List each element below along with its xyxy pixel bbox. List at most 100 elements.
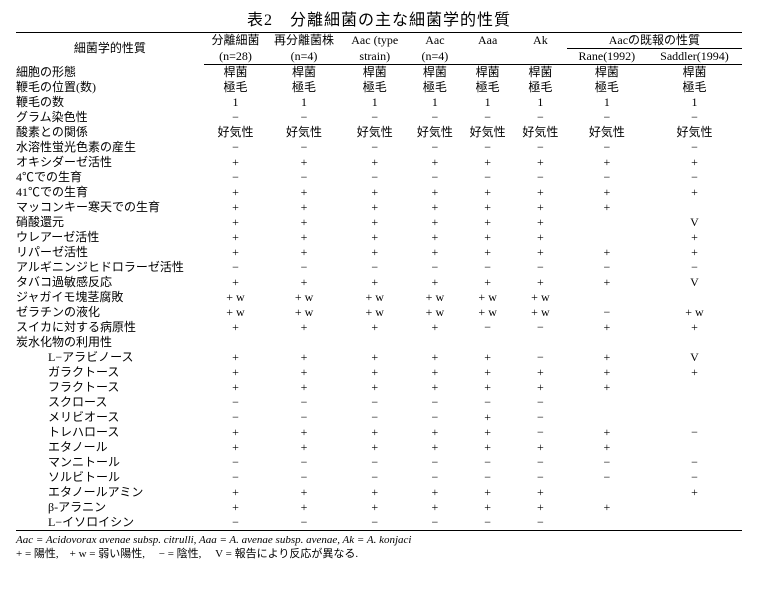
header-col-3-sub: (n=4) [409, 49, 462, 65]
cell: + [267, 200, 341, 215]
cell: − [567, 305, 647, 320]
cell: − [204, 260, 267, 275]
cell: + [341, 275, 409, 290]
cell [647, 335, 742, 350]
cell [341, 335, 409, 350]
cell: 極毛 [647, 80, 742, 95]
cell: + [567, 500, 647, 515]
cell: + [204, 320, 267, 335]
cell: + [267, 500, 341, 515]
cell: + [461, 245, 514, 260]
cell: + [409, 350, 462, 365]
cell: + [409, 230, 462, 245]
cell: − [461, 170, 514, 185]
cell: − [461, 320, 514, 335]
cell: 極毛 [267, 80, 341, 95]
cell: + [567, 350, 647, 365]
cell: 桿菌 [267, 65, 341, 81]
cell: + [514, 185, 567, 200]
header-group-sub-1: Saddler(1994) [647, 49, 742, 65]
cell [647, 410, 742, 425]
cell: + [461, 365, 514, 380]
cell [567, 335, 647, 350]
cell: − [567, 170, 647, 185]
cell: + [267, 365, 341, 380]
cell: + w [647, 305, 742, 320]
cell: + [204, 365, 267, 380]
cell: + [409, 440, 462, 455]
cell: + [567, 320, 647, 335]
cell: − [341, 140, 409, 155]
cell: − [267, 455, 341, 470]
cell: + [567, 380, 647, 395]
row-label: 鞭毛の位置(数) [16, 80, 204, 95]
cell: + w [341, 290, 409, 305]
cell [267, 335, 341, 350]
header-rowlabel: 細菌学的性質 [16, 33, 204, 65]
cell: + [514, 380, 567, 395]
cell: − [514, 395, 567, 410]
cell: − [647, 170, 742, 185]
row-label: 水溶性蛍光色素の産生 [16, 140, 204, 155]
cell: + [409, 425, 462, 440]
cell: − [204, 140, 267, 155]
cell: + [647, 365, 742, 380]
cell: + [341, 230, 409, 245]
cell: + [567, 245, 647, 260]
cell: + [204, 350, 267, 365]
cell: − [514, 470, 567, 485]
cell: − [647, 140, 742, 155]
cell: − [514, 260, 567, 275]
cell [647, 440, 742, 455]
cell: − [341, 410, 409, 425]
cell: + [267, 425, 341, 440]
cell: + [567, 185, 647, 200]
cell: + [461, 230, 514, 245]
cell: 好気性 [647, 125, 742, 140]
cell: + [647, 155, 742, 170]
cell [204, 335, 267, 350]
cell: + [267, 185, 341, 200]
cell: 桿菌 [514, 65, 567, 81]
cell [461, 335, 514, 350]
cell: − [514, 515, 567, 531]
cell: + [341, 485, 409, 500]
cell: + [341, 215, 409, 230]
cell: − [461, 515, 514, 531]
header-col-4: Aaa [461, 33, 514, 49]
cell: − [341, 455, 409, 470]
cell: 1 [341, 95, 409, 110]
cell: 1 [647, 95, 742, 110]
cell: − [341, 170, 409, 185]
cell: + [461, 410, 514, 425]
cell: + [514, 215, 567, 230]
cell: + [341, 440, 409, 455]
cell: + w [267, 305, 341, 320]
cell: + [514, 200, 567, 215]
cell: + [409, 155, 462, 170]
cell: + [461, 350, 514, 365]
footnote-line1: Aac = Acidovorax avenae subsp. citrulli,… [16, 533, 742, 547]
cell: − [461, 470, 514, 485]
cell [567, 395, 647, 410]
cell: − [409, 395, 462, 410]
cell: − [341, 260, 409, 275]
cell: − [204, 470, 267, 485]
cell: + w [461, 290, 514, 305]
cell: − [204, 410, 267, 425]
cell: − [267, 170, 341, 185]
cell [647, 290, 742, 305]
cell: + [461, 500, 514, 515]
cell: 桿菌 [461, 65, 514, 81]
header-col-4-sub [461, 49, 514, 65]
cell: − [267, 395, 341, 410]
cell: + [514, 365, 567, 380]
cell [567, 485, 647, 500]
row-label: ジャガイモ塊茎腐敗 [16, 290, 204, 305]
cell: 好気性 [514, 125, 567, 140]
cell: − [461, 455, 514, 470]
cell: + [204, 500, 267, 515]
row-label: エタノール [16, 440, 204, 455]
cell: − [514, 425, 567, 440]
cell [647, 200, 742, 215]
